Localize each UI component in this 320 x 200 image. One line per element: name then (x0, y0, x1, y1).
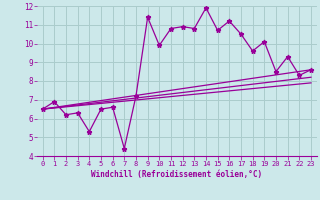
X-axis label: Windchill (Refroidissement éolien,°C): Windchill (Refroidissement éolien,°C) (91, 170, 262, 179)
